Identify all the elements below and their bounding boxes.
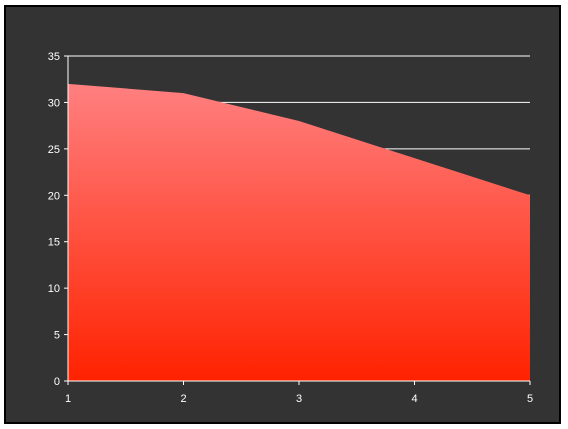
data-point-5 [530,195,531,196]
y-tick-label: 20 [48,190,60,202]
y-tick-label: 5 [54,330,60,342]
y-tick-label: 30 [48,97,60,109]
data-point-3 [299,121,300,122]
y-tick-label: 15 [48,237,60,249]
x-tick-label: 5 [527,393,533,405]
tick-labels: 0 5 10 15 20 25 30 35 1 2 3 4 5 [48,51,533,405]
x-tick-label: 1 [65,393,71,405]
area-fill [68,83,530,381]
x-tick-label: 4 [411,393,417,405]
y-tick-label: 0 [54,376,60,388]
data-point-4 [414,158,415,159]
y-tick-label: 25 [48,144,60,156]
data-point-2 [183,93,184,94]
axes [64,55,531,385]
x-tick-label: 3 [296,393,302,405]
y-tick-label: 10 [48,283,60,295]
y-tick-label: 35 [48,51,60,63]
area-series [68,83,531,381]
x-tick-label: 2 [180,393,186,405]
